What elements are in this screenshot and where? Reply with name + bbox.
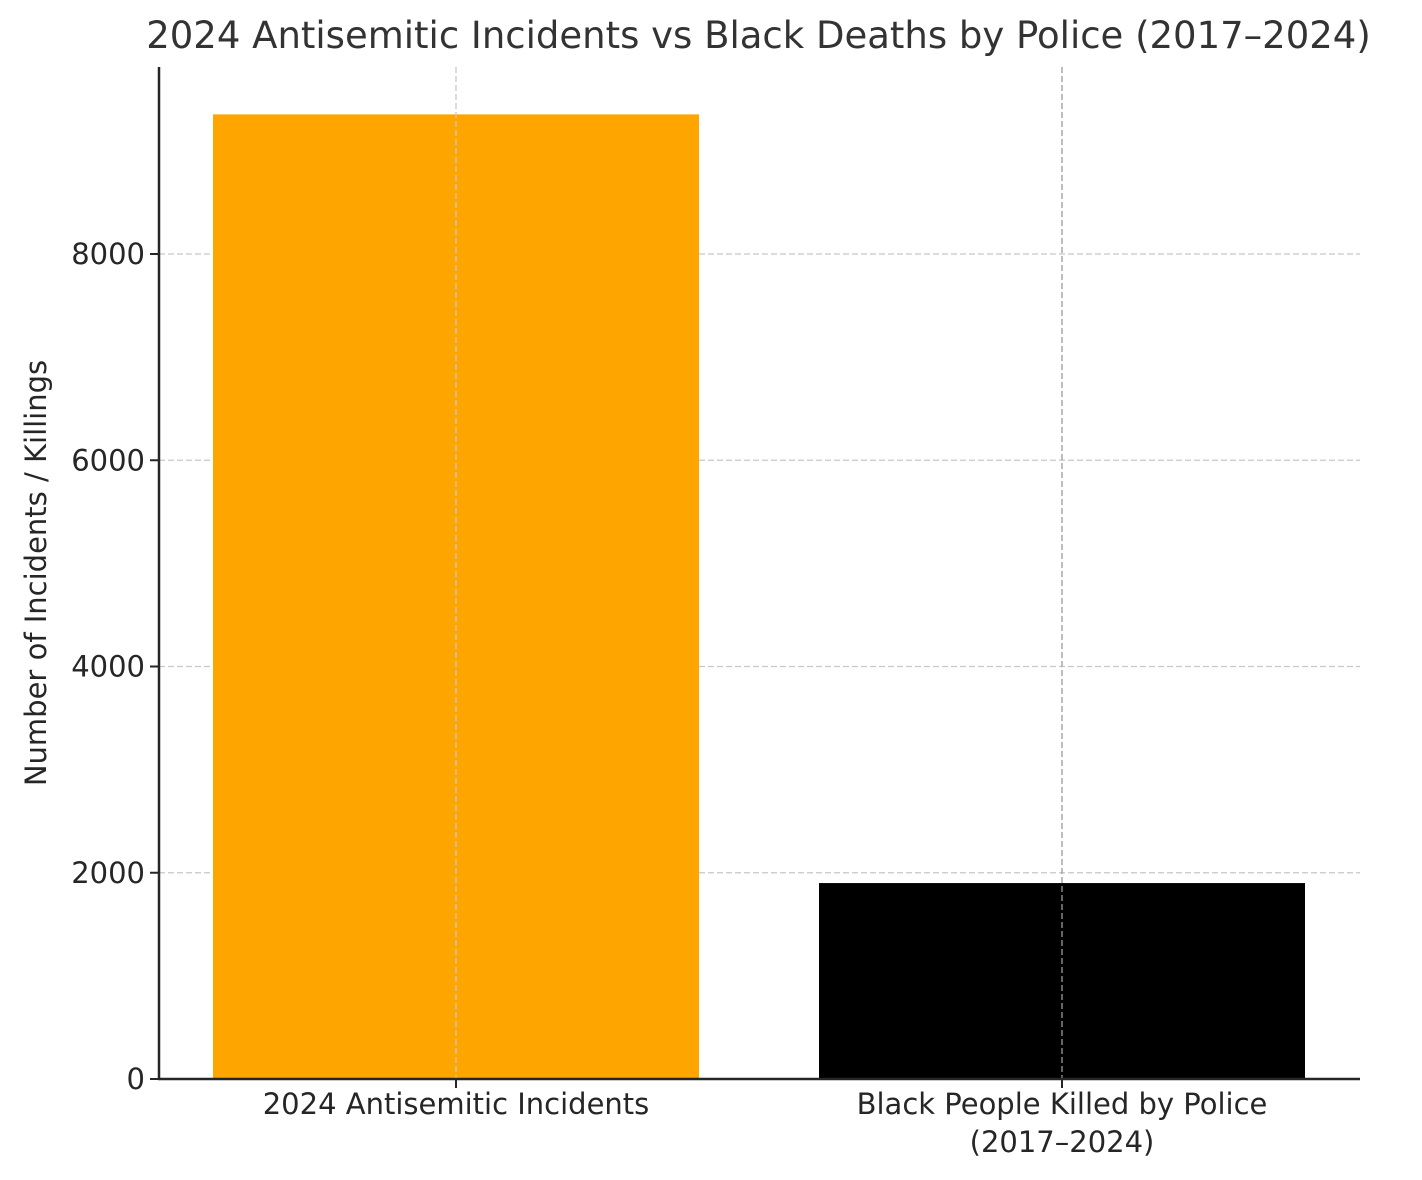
y-axis-ticks: 0 2000 4000 6000 8000	[71, 237, 159, 1096]
y-tick-label: 6000	[71, 443, 145, 477]
y-tick-label: 8000	[71, 237, 145, 271]
x-axis-ticks: 2024 Antisemitic Incidents Black People K…	[263, 1079, 1268, 1159]
x-tick-label: (2017–2024)	[970, 1125, 1155, 1159]
vertical-grid-lines	[455, 67, 1063, 1079]
chart-title: 2024 Antisemitic Incidents vs Black Deat…	[146, 14, 1371, 57]
x-tick-label: Black People Killed by Police	[857, 1087, 1268, 1121]
y-tick-label: 2000	[71, 856, 145, 890]
y-tick-label: 4000	[71, 650, 145, 684]
bars	[213, 114, 1305, 1079]
axes	[157, 67, 1360, 1081]
y-tick-label: 0	[127, 1062, 145, 1096]
x-tick-label: 2024 Antisemitic Incidents	[263, 1087, 650, 1121]
